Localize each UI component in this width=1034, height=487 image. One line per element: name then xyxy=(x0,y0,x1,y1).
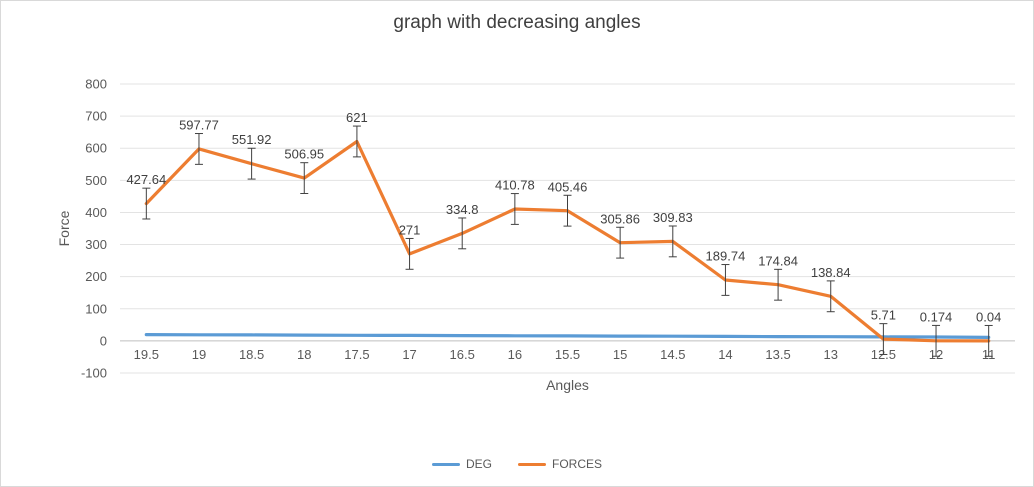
error-bar xyxy=(879,323,888,355)
x-tick-label: 14.5 xyxy=(660,347,685,362)
y-tick-label: 100 xyxy=(85,301,107,316)
y-tick-label: 600 xyxy=(85,141,107,156)
x-tick-label: 18.5 xyxy=(239,347,264,362)
series-lines xyxy=(144,139,991,343)
x-tick-label: 17.5 xyxy=(344,347,369,362)
chart-title: graph with decreasing angles xyxy=(393,12,641,33)
legend-swatch-deg xyxy=(431,462,460,466)
data-label: 410.78 xyxy=(495,178,535,193)
x-tick-label: 15.5 xyxy=(555,347,580,362)
legend-label-deg: DEG xyxy=(465,457,492,471)
x-tick-label: 18 xyxy=(297,347,311,362)
data-label: 174.84 xyxy=(758,253,798,268)
x-tick-label: 17 xyxy=(402,347,416,362)
data-labels: 427.64 597.77 551.92 506.95 621 271 334.8 410.7… xyxy=(126,110,1001,324)
y-tick-label: 700 xyxy=(85,109,107,124)
data-label: 621 xyxy=(346,110,368,125)
data-label: 405.46 xyxy=(548,179,588,194)
data-label: 309.83 xyxy=(653,210,693,225)
y-tick-label: 800 xyxy=(85,77,107,92)
data-label: 5.71 xyxy=(871,308,896,323)
x-tick-label: 14 xyxy=(718,347,732,362)
y-tick-label: -100 xyxy=(81,366,107,381)
x-tick-label: 13.5 xyxy=(765,347,790,362)
data-label: 427.64 xyxy=(126,172,166,187)
x-tick-label: 16 xyxy=(508,347,522,362)
x-axis-label: Angles xyxy=(546,377,589,393)
x-tick-label: 19.5 xyxy=(134,347,159,362)
legend-swatch-forces xyxy=(518,462,546,466)
error-bar xyxy=(932,324,941,357)
data-label: 189.74 xyxy=(706,249,746,264)
x-tick-label: 13 xyxy=(824,347,838,362)
y-tick-label: 400 xyxy=(85,205,107,220)
x-tick-label: 15 xyxy=(613,347,627,362)
legend: DEG FORCES xyxy=(0,457,1034,471)
error-bar xyxy=(194,133,203,165)
x-tick-label: 16.5 xyxy=(450,347,475,362)
error-bar xyxy=(774,268,783,301)
error-bar xyxy=(300,162,309,195)
data-label: 551.92 xyxy=(232,132,272,147)
error-bar xyxy=(352,125,361,158)
x-tick-labels: 19.5 19 18.5 18 17.5 17 16.5 16 15.5 15 14.5 14 13.5… xyxy=(134,347,996,362)
series-line-deg xyxy=(144,333,991,339)
error-bar xyxy=(984,324,993,357)
legend-item-forces: FORCES xyxy=(518,457,602,471)
series-line-forces xyxy=(144,139,991,343)
error-bar xyxy=(247,147,256,180)
y-axis-label: Force xyxy=(56,210,72,246)
legend-item-deg: DEG xyxy=(431,457,492,471)
y-tick-labels: -100 0 100 200 300 400 500 600 700 800 xyxy=(81,77,107,381)
data-label: 305.86 xyxy=(600,211,640,226)
legend-label-forces: FORCES xyxy=(552,457,603,471)
error-bar xyxy=(405,237,414,270)
gridlines xyxy=(120,83,1015,374)
y-tick-label: 200 xyxy=(85,269,107,284)
data-label: 271 xyxy=(399,222,421,237)
data-label: 0.174 xyxy=(920,309,953,324)
error-bar xyxy=(510,193,519,225)
error-bar xyxy=(826,280,835,313)
error-bar xyxy=(721,264,730,296)
error-bar xyxy=(616,226,625,259)
data-label: 597.77 xyxy=(179,118,219,133)
x-tick-label: 19 xyxy=(192,347,206,362)
error-bar xyxy=(458,217,467,250)
data-label: 334.8 xyxy=(446,202,479,217)
data-label: 0.04 xyxy=(976,309,1001,324)
y-tick-label: 300 xyxy=(85,237,107,252)
data-label: 506.95 xyxy=(284,147,324,162)
error-bars xyxy=(142,125,993,357)
y-tick-label: 0 xyxy=(100,333,107,348)
y-tick-label: 500 xyxy=(85,173,107,188)
error-bar xyxy=(668,225,677,258)
error-bar xyxy=(563,194,572,227)
error-bar xyxy=(142,187,151,220)
data-label: 138.84 xyxy=(811,265,851,280)
